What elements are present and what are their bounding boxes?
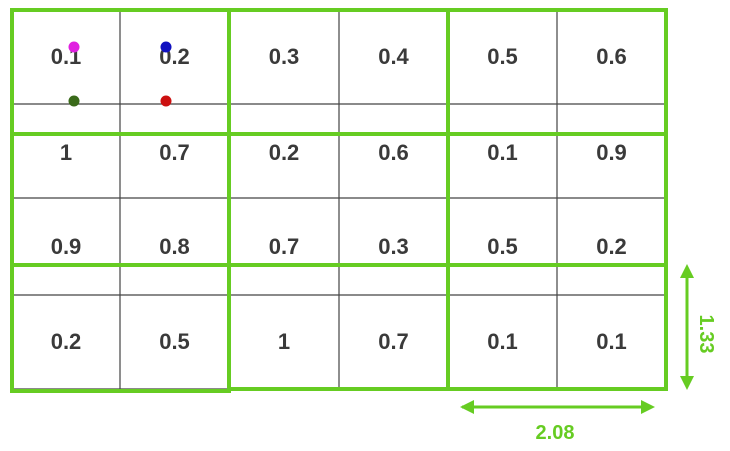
cell-value: 0.5 [159, 329, 190, 354]
markers [68, 41, 172, 107]
cell-grid-lines [11, 9, 667, 390]
cell-values: 0.1 0.2 0.3 0.4 0.5 0.6 1 0.7 0.2 0.6 0.1 0.9 0.9 0.8… [51, 44, 627, 354]
height-arrow-bottom-head [680, 376, 694, 390]
cell-value: 0.1 [487, 140, 518, 165]
height-label: 1.33 [695, 315, 717, 354]
cell-value: 0.2 [269, 140, 300, 165]
width-arrow-left-head [460, 400, 474, 414]
cell-value: 0.2 [596, 234, 627, 259]
cell-value: 0.1 [487, 329, 518, 354]
cell-value: 0.6 [596, 44, 627, 69]
cell-value: 0.5 [487, 234, 518, 259]
cell-value: 0.9 [596, 140, 627, 165]
cell-value: 0.7 [159, 140, 190, 165]
cell-value: 0.7 [378, 329, 409, 354]
width-dimension: 2.08 [460, 400, 655, 444]
cell-value: 0.3 [378, 234, 409, 259]
cell-value: 0.1 [596, 329, 627, 354]
cell-value: 0.3 [269, 44, 300, 69]
cell-value: 0.7 [269, 234, 300, 259]
cell-value: 1 [60, 140, 72, 165]
cell-value: 0.4 [378, 44, 409, 69]
width-arrow-right-head [641, 400, 655, 414]
cell-value: 0.9 [51, 234, 82, 259]
magenta-dot [68, 41, 80, 53]
height-arrow-top-head [680, 264, 694, 278]
blue-dot [160, 41, 172, 53]
green-dot [68, 95, 80, 107]
cell-value: 0.5 [487, 44, 518, 69]
cell-value: 0.2 [51, 329, 82, 354]
cell-value: 0.8 [159, 234, 190, 259]
red-dot [160, 95, 172, 107]
cell-value: 0.6 [378, 140, 409, 165]
height-dimension: 1.33 [680, 264, 717, 390]
green-block-8 [446, 263, 668, 391]
width-label: 2.08 [536, 422, 575, 444]
cell-value: 1 [278, 329, 290, 354]
green-block-outlines [10, 8, 668, 393]
